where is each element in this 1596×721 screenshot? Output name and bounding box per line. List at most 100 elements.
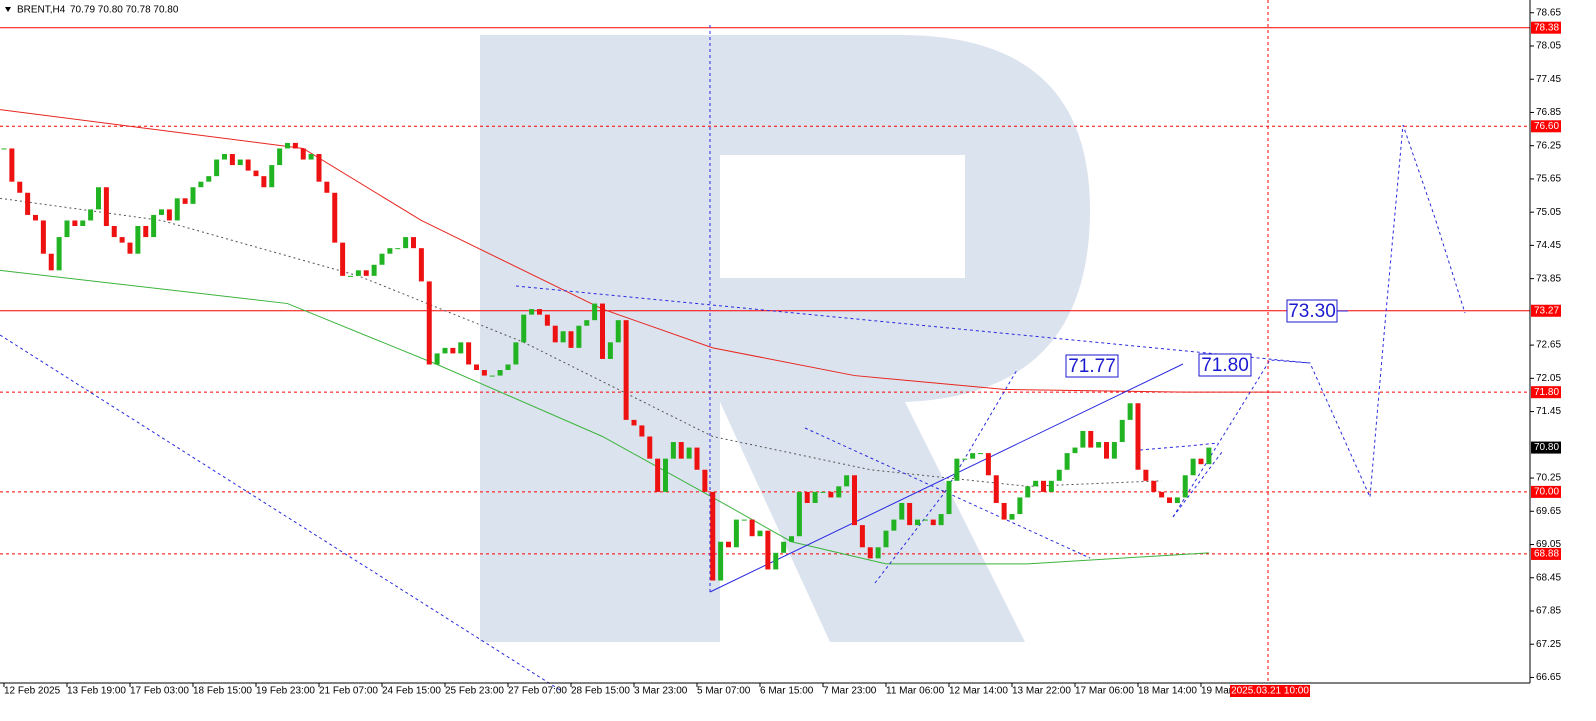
candle [702,469,708,492]
candle [537,309,542,315]
candle [56,237,62,271]
candle [426,281,432,365]
level-label: 76.60 [1534,121,1559,132]
candle [348,275,353,277]
candle [946,480,952,515]
y-tick-label: 73.85 [1536,273,1561,284]
candle [1135,403,1141,470]
candle [198,181,204,188]
candle [804,491,810,503]
candle [466,342,472,365]
time-marker: 2025.03.21 10:00 [1231,686,1309,697]
candle [40,220,46,254]
level-label-box [1531,485,1561,498]
candle [119,237,125,243]
candle [1159,491,1165,498]
candle [127,242,133,254]
candle [332,192,338,243]
candle [190,187,196,204]
candle [371,264,377,276]
candle [9,148,15,182]
candle [48,253,54,271]
x-tick-label: 12 Mar 14:00 [949,686,1008,697]
candle [529,309,535,315]
x-tick-label: 19 Mar [1201,686,1233,697]
drawings [0,25,1466,691]
candle [686,447,692,459]
last-price-label: 70.80 [1534,442,1559,453]
x-tick-label: 18 Mar 14:00 [1138,686,1197,697]
level-label-box [1531,386,1561,399]
candle [993,475,999,503]
candle [1048,480,1054,492]
candle [891,519,897,531]
x-tick-label: 24 Feb 15:00 [382,686,441,697]
candle [418,248,424,282]
candle [355,270,361,276]
x-tick-label: 7 Mar 23:00 [823,686,877,697]
candle [852,475,857,526]
candle [930,519,936,526]
menu-arrow[interactable] [5,7,11,12]
candle [600,303,605,359]
candle [544,314,550,326]
annotation-box [1065,354,1119,378]
candle [1174,497,1180,503]
candle [1080,430,1086,448]
candle [340,242,346,276]
x-tick-label: 17 Mar 06:00 [1075,686,1134,697]
y-tick-label: 78.05 [1536,41,1561,52]
candle [1041,480,1046,492]
annotation-box [1198,353,1252,377]
candle [663,458,668,492]
candle [505,364,511,371]
candle [300,148,306,160]
watermark-logo [480,35,1090,642]
forecast-line [1172,124,1466,518]
candle [828,491,834,498]
x-tick-label: 13 Feb 19:00 [67,686,126,697]
candles [1,142,1212,581]
y-tick-label: 75.65 [1536,174,1561,185]
candle [1143,469,1149,481]
candle [1001,502,1007,520]
y-tick-label: 70.25 [1536,473,1561,484]
candle [151,214,157,238]
candle [497,370,503,376]
level-label-box [1531,120,1561,133]
candle [985,453,991,476]
y-tick-label: 67.85 [1536,606,1561,617]
candle [33,214,38,221]
annotation: 73.30 [1288,301,1336,322]
candle [710,491,716,581]
candle [489,375,495,377]
candle [922,519,928,521]
candle [513,342,519,365]
y-tick-label: 74.45 [1536,240,1561,251]
x-tick-label: 18 Feb 15:00 [193,686,252,697]
x-tick-label: 25 Feb 23:00 [445,686,504,697]
candle [292,142,298,149]
candle [1151,480,1157,492]
candle [867,547,873,559]
candle [938,514,944,526]
candle [182,198,188,204]
candle [733,519,739,548]
candle [458,342,464,354]
x-tick-label: 19 Feb 23:00 [256,686,315,697]
level-label-box [1531,547,1561,560]
candle [647,436,653,459]
y-tick-label: 71.45 [1536,406,1561,417]
candle [615,320,621,343]
candle [741,519,747,521]
y-tick-label: 75.05 [1536,207,1561,218]
candle [379,253,385,265]
candle [474,364,479,371]
x-tick-label: 13 Mar 22:00 [1012,686,1071,697]
x-tick-label: 3 Mar 23:00 [634,686,688,697]
candle [88,209,94,221]
last-price-box [1531,441,1561,454]
candle [907,502,913,526]
candle [174,198,180,221]
